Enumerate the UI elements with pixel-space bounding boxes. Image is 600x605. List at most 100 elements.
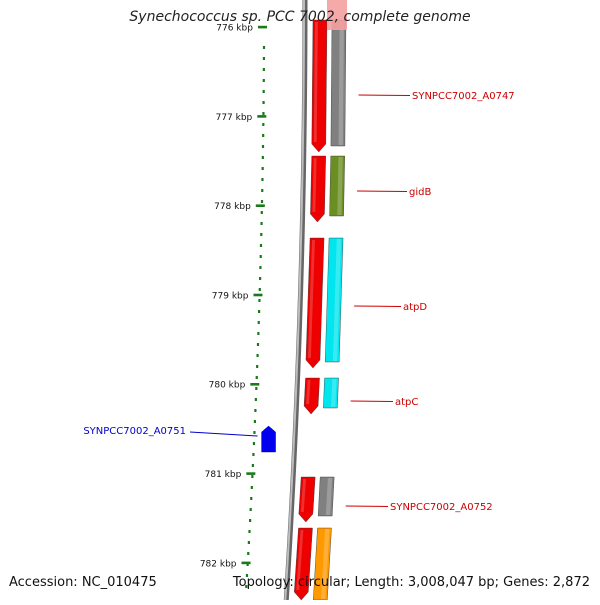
ruler-dot	[256, 343, 260, 346]
ruler-dot	[245, 585, 248, 588]
ruler-dot	[256, 365, 259, 368]
ruler-dot	[261, 189, 264, 192]
ruler-dot	[260, 233, 263, 236]
ruler-dot	[257, 321, 260, 324]
ruler-dot	[245, 574, 249, 577]
ruler-dot	[262, 112, 265, 115]
ruler-dot	[252, 442, 256, 445]
ruler-dot	[262, 101, 265, 104]
ruler-dot	[259, 255, 262, 258]
ruler-dot	[261, 145, 265, 148]
gene-bar-shine	[331, 379, 337, 407]
ruler-dot	[261, 178, 264, 181]
cds-arrow-shine	[300, 479, 307, 512]
ruler-dot	[261, 167, 264, 170]
ruler-dot	[260, 222, 263, 225]
ruler-tick	[250, 383, 260, 386]
ruler-tick-label: 780 kbp	[209, 381, 246, 391]
ruler-dot	[255, 376, 258, 379]
map-title: Synechococcus sp. PCC 7002, complete gen…	[129, 9, 471, 25]
ruler-dot	[255, 387, 258, 390]
ruler-dot	[259, 266, 262, 269]
gene-bar	[324, 237, 344, 363]
ruler-dot	[260, 200, 264, 203]
ruler-dot	[253, 420, 257, 423]
gene-leader-line	[189, 431, 258, 437]
ruler-dot	[262, 90, 265, 93]
gene-bar-shine	[320, 529, 330, 599]
gene-bar-shine	[337, 157, 343, 215]
cds-arrow	[311, 19, 328, 153]
gene-bar-shine	[338, 21, 344, 145]
ruler-tick-label: 776 kbp	[216, 24, 253, 34]
gene-label: atpC	[395, 397, 418, 408]
ruler-dot	[262, 123, 265, 126]
ruler-dot	[258, 288, 261, 291]
backbone-highlight	[284, 0, 305, 601]
ruler-dot	[248, 530, 251, 533]
gene-bar-shine	[332, 239, 342, 361]
gene-leader-line	[350, 400, 394, 402]
ruler-dot	[259, 244, 263, 247]
partial-feature	[326, 0, 347, 30]
cds-arrow-shine	[306, 380, 311, 404]
gene-bar	[329, 155, 345, 217]
gene-leader-line	[345, 505, 389, 507]
ruler-dot	[262, 68, 265, 71]
cds-arrow	[310, 155, 326, 223]
ruler-tick-label: 777 kbp	[216, 113, 253, 123]
ruler-dot	[262, 134, 265, 137]
ruler-dot	[247, 552, 250, 555]
gene-bar	[323, 377, 339, 409]
cds-arrow	[305, 237, 325, 369]
cds-arrow	[294, 527, 313, 601]
ruler-dot	[261, 156, 264, 159]
ruler-dot	[254, 398, 257, 401]
cds-arrow-shine	[313, 22, 318, 142]
forward-gene-arrow	[261, 425, 276, 453]
accession-text: Accession: NC_010475	[9, 575, 157, 590]
ruler-dot	[247, 541, 250, 544]
ruler-dot	[249, 508, 252, 511]
ruler-dot	[258, 299, 261, 302]
ruler-tick	[257, 25, 267, 29]
ruler-dot	[262, 46, 266, 49]
ruler-dot	[256, 354, 259, 357]
ruler-dot	[251, 464, 255, 467]
ruler-tick-label: 778 kbp	[214, 202, 251, 212]
gene-label: gidB	[409, 187, 431, 198]
gene-label: SYNPCC7002_A0747	[412, 91, 515, 102]
ruler-tick	[246, 472, 256, 475]
cds-arrow-shine	[296, 530, 304, 590]
gene-label: SYNPCC7002_A0752	[390, 502, 493, 513]
ruler-dot	[250, 486, 253, 489]
ruler-tick-label: 781 kbp	[205, 470, 242, 480]
ruler-dot	[251, 475, 254, 478]
gene-bar-shine	[325, 478, 333, 515]
ruler-tick	[253, 293, 263, 297]
gene-label: atpD	[403, 302, 427, 313]
cds-arrow-shine	[312, 158, 317, 212]
cds-arrow	[298, 476, 316, 523]
genome-stats-text: Topology: circular; Length: 3,008,047 bp…	[232, 575, 590, 590]
ruler-dot	[250, 497, 253, 500]
ruler-dot	[262, 57, 266, 60]
ruler-dot	[254, 409, 257, 412]
ruler-dot	[252, 453, 255, 456]
cds-arrow-shine	[307, 240, 315, 358]
ruler-dot	[262, 79, 265, 82]
ruler-dot	[260, 211, 263, 214]
ruler-dot	[253, 431, 256, 434]
gene-leader-line	[357, 190, 408, 192]
ruler-tick	[255, 204, 265, 207]
ruler-dot	[257, 332, 260, 335]
gene-label: SYNPCC7002_A0751	[83, 426, 186, 437]
ruler-dot	[246, 563, 249, 566]
ruler-dot	[258, 310, 261, 313]
ruler-dot	[259, 277, 262, 280]
gene-leader-line	[354, 305, 402, 307]
ruler-tick-label: 779 kbp	[212, 291, 249, 301]
ruler-tick	[241, 561, 251, 565]
